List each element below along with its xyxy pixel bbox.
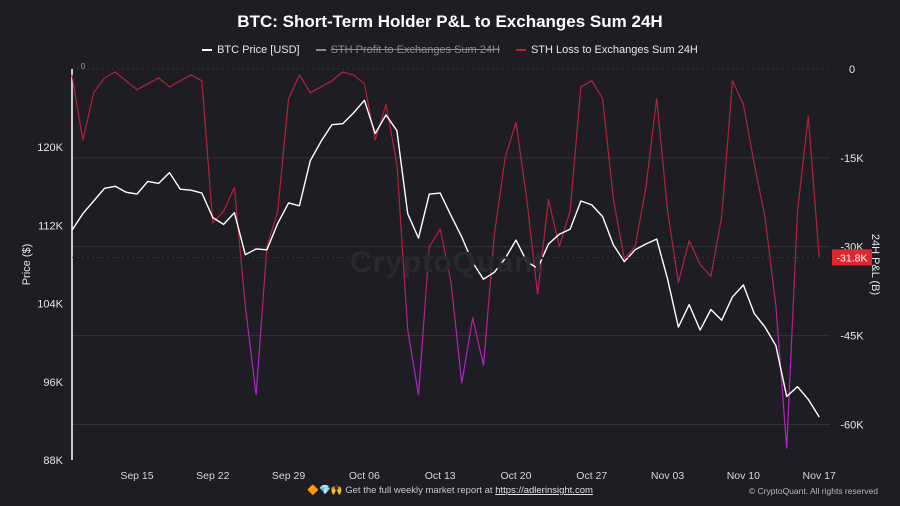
watermark: CryptoQuant [350, 246, 545, 279]
legend-swatch-sth-loss [515, 49, 526, 51]
x-tick-label: Nov 10 [727, 470, 760, 482]
footer-banner: 🔶💎🙌 Get the full weekly market report at… [0, 485, 900, 496]
right-tick-label: -15K [840, 153, 864, 165]
last-value-badge [832, 249, 872, 266]
x-tick-label: Oct 20 [501, 470, 532, 482]
x-tick-label: Oct 06 [349, 470, 380, 482]
chart-legend: BTC Price [USD] STH Profit to Exchanges … [0, 44, 900, 56]
left-tick-label: 88K [43, 455, 63, 467]
legend-item-sth-loss[interactable]: STH Loss to Exchanges Sum 24H [515, 44, 698, 56]
legend-label-sth-loss: STH Loss to Exchanges Sum 24H [530, 44, 698, 56]
x-tick-label: Sep 22 [196, 470, 229, 482]
legend-item-sth-profit[interactable]: STH Profit to Exchanges Sum 24H [315, 44, 500, 56]
legend-swatch-btc-price [202, 49, 213, 51]
footer-link[interactable]: https://adlerinsight.com [495, 485, 593, 496]
left-tick-label: 112K [38, 220, 64, 232]
left-tick-label: 104K [37, 299, 63, 311]
sth-loss-line [71, 71, 820, 449]
last-value-label: -31.8K [837, 252, 868, 264]
legend-label-sth-profit: STH Profit to Exchanges Sum 24H [330, 44, 500, 56]
x-tick-label: Oct 13 [425, 470, 456, 482]
left-tick-label: 96K [43, 377, 63, 389]
legend-swatch-sth-profit [315, 49, 326, 51]
left-tick-label: 120K [37, 142, 63, 154]
x-tick-label: Sep 29 [272, 470, 305, 482]
x-tick-label: Nov 17 [803, 470, 836, 482]
right-tick-label: -60K [840, 419, 864, 431]
x-tick-label: Oct 27 [576, 470, 607, 482]
btc-price-line [71, 99, 820, 418]
left-top-zero-label: 0 [81, 62, 86, 71]
legend-label-btc-price: BTC Price [USD] [217, 44, 300, 56]
legend-item-btc-price[interactable]: BTC Price [USD] [202, 44, 300, 56]
diamond-hands-icon: 🔶💎🙌 [307, 485, 343, 496]
right-tick-label: -45K [840, 331, 864, 343]
right-axis-title: 24H P&L (B) [869, 234, 881, 295]
x-tick-label: Nov 03 [651, 470, 684, 482]
footer-text: Get the full weekly market report at [345, 485, 493, 496]
chart-title: BTC: Short-Term Holder P&L to Exchanges … [237, 12, 663, 31]
right-tick-label: 0 [849, 64, 855, 76]
x-tick-label: Sep 15 [120, 470, 153, 482]
left-axis-title: Price ($) [21, 244, 33, 286]
copyright: © CryptoQuant. All rights reserved [748, 486, 878, 496]
